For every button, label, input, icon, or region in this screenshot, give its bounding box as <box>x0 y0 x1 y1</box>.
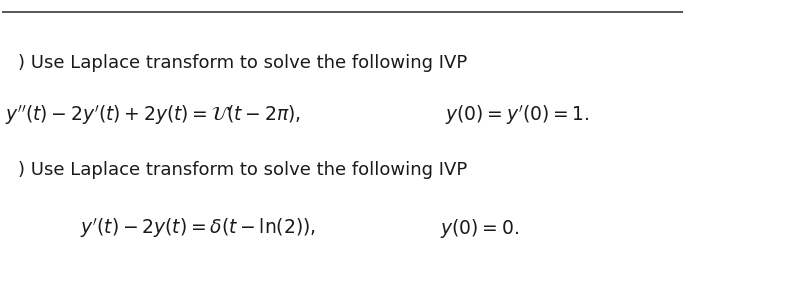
Text: $y'(t) - 2y(t) = \delta(t - \ln(2)),$: $y'(t) - 2y(t) = \delta(t - \ln(2)),$ <box>80 216 316 240</box>
Text: ) Use Laplace transform to solve the following IVP: ) Use Laplace transform to solve the fol… <box>18 54 467 72</box>
Text: ) Use Laplace transform to solve the following IVP: ) Use Laplace transform to solve the fol… <box>18 161 467 179</box>
Text: $y''(t) - 2y'(t) + 2y(t) = \mathcal{U}(t - 2\pi),$: $y''(t) - 2y'(t) + 2y(t) = \mathcal{U}(t… <box>5 103 301 127</box>
Text: $y(0) = 0.$: $y(0) = 0.$ <box>440 216 519 239</box>
Text: $y(0) = y'(0) = 1.$: $y(0) = y'(0) = 1.$ <box>445 103 590 127</box>
